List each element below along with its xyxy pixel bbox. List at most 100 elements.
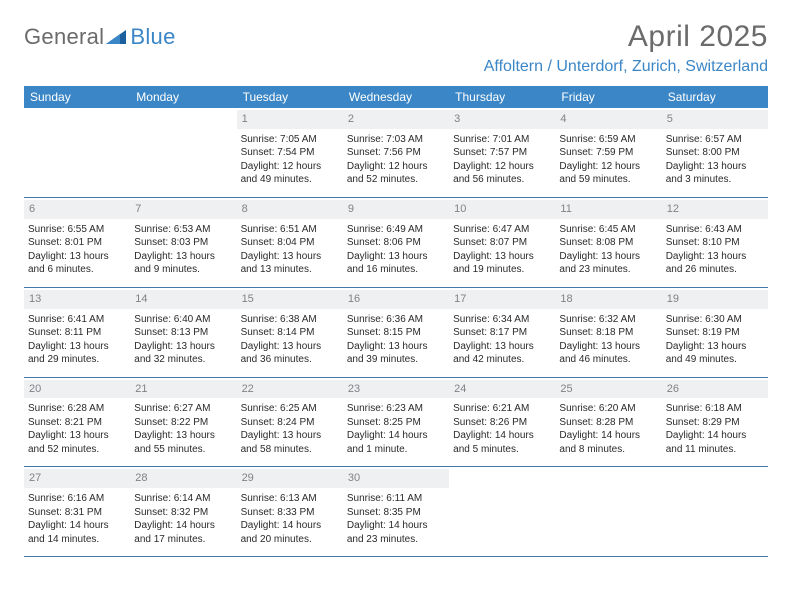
daylight-text: Daylight: 13 hours and 26 minutes.	[666, 250, 764, 277]
sunset-text: Sunset: 8:17 PM	[453, 326, 551, 340]
sunrise-text: Sunrise: 6:28 AM	[28, 402, 126, 416]
sunrise-text: Sunrise: 6:21 AM	[453, 402, 551, 416]
day-number: 22	[237, 380, 343, 399]
daylight-text: Daylight: 14 hours and 17 minutes.	[134, 519, 232, 546]
daylight-text: Daylight: 13 hours and 6 minutes.	[28, 250, 126, 277]
calendar-cell: 20Sunrise: 6:28 AMSunset: 8:21 PMDayligh…	[24, 378, 130, 467]
calendar-cell: 24Sunrise: 6:21 AMSunset: 8:26 PMDayligh…	[449, 378, 555, 467]
sunrise-text: Sunrise: 6:55 AM	[28, 223, 126, 237]
daylight-text: Daylight: 14 hours and 5 minutes.	[453, 429, 551, 456]
sunrise-text: Sunrise: 6:49 AM	[347, 223, 445, 237]
sunrise-text: Sunrise: 6:38 AM	[241, 313, 339, 327]
sunset-text: Sunset: 8:14 PM	[241, 326, 339, 340]
sunset-text: Sunset: 8:11 PM	[28, 326, 126, 340]
calendar-cell: 14Sunrise: 6:40 AMSunset: 8:13 PMDayligh…	[130, 288, 236, 377]
calendar-cell: 16Sunrise: 6:36 AMSunset: 8:15 PMDayligh…	[343, 288, 449, 377]
day-number: 18	[555, 290, 661, 309]
sunset-text: Sunset: 8:08 PM	[559, 236, 657, 250]
daylight-text: Daylight: 13 hours and 55 minutes.	[134, 429, 232, 456]
day-header: Saturday	[662, 86, 768, 108]
calendar-cell: 21Sunrise: 6:27 AMSunset: 8:22 PMDayligh…	[130, 378, 236, 467]
sunset-text: Sunset: 8:06 PM	[347, 236, 445, 250]
brand-logo: General Blue	[24, 24, 176, 50]
day-number: 15	[237, 290, 343, 309]
day-header: Sunday	[24, 86, 130, 108]
daylight-text: Daylight: 13 hours and 16 minutes.	[347, 250, 445, 277]
daylight-text: Daylight: 13 hours and 46 minutes.	[559, 340, 657, 367]
brand-part1: General	[24, 24, 104, 50]
sunset-text: Sunset: 8:32 PM	[134, 506, 232, 520]
sunrise-text: Sunrise: 6:14 AM	[134, 492, 232, 506]
daylight-text: Daylight: 13 hours and 32 minutes.	[134, 340, 232, 367]
calendar-cell: 15Sunrise: 6:38 AMSunset: 8:14 PMDayligh…	[237, 288, 343, 377]
sunset-text: Sunset: 8:28 PM	[559, 416, 657, 430]
calendar-cell: 9 Sunrise: 6:49 AMSunset: 8:06 PMDaylight…	[343, 198, 449, 287]
sunset-text: Sunset: 8:31 PM	[28, 506, 126, 520]
sunrise-text: Sunrise: 6:20 AM	[559, 402, 657, 416]
day-header: Monday	[130, 86, 236, 108]
calendar-cell: 3Sunrise: 7:01 AMSunset: 7:57 PMDaylight…	[449, 108, 555, 197]
day-number: 16	[343, 290, 449, 309]
daylight-text: Daylight: 13 hours and 42 minutes.	[453, 340, 551, 367]
brand-part2: Blue	[130, 24, 175, 50]
sunrise-text: Sunrise: 6:41 AM	[28, 313, 126, 327]
day-header-row: Sunday Monday Tuesday Wednesday Thursday…	[24, 86, 768, 108]
daylight-text: Daylight: 12 hours and 59 minutes.	[559, 160, 657, 187]
daylight-text: Daylight: 14 hours and 11 minutes.	[666, 429, 764, 456]
sunset-text: Sunset: 8:35 PM	[347, 506, 445, 520]
calendar-cell: .	[130, 108, 236, 197]
sunset-text: Sunset: 7:56 PM	[347, 146, 445, 160]
calendar-cell: 26Sunrise: 6:18 AMSunset: 8:29 PMDayligh…	[662, 378, 768, 467]
location-subtitle: Affoltern / Unterdorf, Zurich, Switzerla…	[484, 58, 768, 76]
sunrise-text: Sunrise: 6:34 AM	[453, 313, 551, 327]
sunset-text: Sunset: 8:13 PM	[134, 326, 232, 340]
day-number: 17	[449, 290, 555, 309]
day-number: 29	[237, 469, 343, 488]
calendar-cell: 23Sunrise: 6:23 AMSunset: 8:25 PMDayligh…	[343, 378, 449, 467]
day-number: 11	[555, 200, 661, 219]
daylight-text: Daylight: 13 hours and 19 minutes.	[453, 250, 551, 277]
calendar-cell: .	[555, 467, 661, 556]
day-number: 8	[237, 200, 343, 219]
day-number: 24	[449, 380, 555, 399]
calendar-cell: 27Sunrise: 6:16 AMSunset: 8:31 PMDayligh…	[24, 467, 130, 556]
day-number: 28	[130, 469, 236, 488]
calendar-week: 20Sunrise: 6:28 AMSunset: 8:21 PMDayligh…	[24, 378, 768, 468]
day-number: 7	[130, 200, 236, 219]
day-number: 23	[343, 380, 449, 399]
triangle-icon	[106, 28, 126, 49]
day-number: 26	[662, 380, 768, 399]
calendar-week: 27Sunrise: 6:16 AMSunset: 8:31 PMDayligh…	[24, 467, 768, 557]
daylight-text: Daylight: 13 hours and 49 minutes.	[666, 340, 764, 367]
calendar-cell: .	[24, 108, 130, 197]
calendar-cell: 6 Sunrise: 6:55 AMSunset: 8:01 PMDaylight…	[24, 198, 130, 287]
day-number: 27	[24, 469, 130, 488]
daylight-text: Daylight: 13 hours and 3 minutes.	[666, 160, 764, 187]
calendar-cell: 11Sunrise: 6:45 AMSunset: 8:08 PMDayligh…	[555, 198, 661, 287]
daylight-text: Daylight: 13 hours and 9 minutes.	[134, 250, 232, 277]
sunrise-text: Sunrise: 6:23 AM	[347, 402, 445, 416]
sunrise-text: Sunrise: 6:25 AM	[241, 402, 339, 416]
header: General Blue April 2025 Affoltern / Unte…	[24, 20, 768, 76]
calendar-cell: 8Sunrise: 6:51 AMSunset: 8:04 PMDaylight…	[237, 198, 343, 287]
sunrise-text: Sunrise: 7:05 AM	[241, 133, 339, 147]
day-number: 10	[449, 200, 555, 219]
sunrise-text: Sunrise: 6:51 AM	[241, 223, 339, 237]
day-number: 6	[24, 200, 130, 219]
calendar-cell: 30Sunrise: 6:11 AMSunset: 8:35 PMDayligh…	[343, 467, 449, 556]
daylight-text: Daylight: 14 hours and 23 minutes.	[347, 519, 445, 546]
day-number: 21	[130, 380, 236, 399]
calendar-cell: 17 Sunrise: 6:34 AMSunset: 8:17 PMDayligh…	[449, 288, 555, 377]
title-block: April 2025 Affoltern / Unterdorf, Zurich…	[484, 20, 768, 76]
calendar-cell: 25Sunrise: 6:20 AMSunset: 8:28 PMDayligh…	[555, 378, 661, 467]
sunset-text: Sunset: 8:10 PM	[666, 236, 764, 250]
day-number: 4	[555, 110, 661, 129]
sunrise-text: Sunrise: 6:45 AM	[559, 223, 657, 237]
sunrise-text: Sunrise: 6:30 AM	[666, 313, 764, 327]
sunset-text: Sunset: 8:33 PM	[241, 506, 339, 520]
day-number: 9	[343, 200, 449, 219]
day-header: Friday	[555, 86, 661, 108]
sunset-text: Sunset: 8:01 PM	[28, 236, 126, 250]
day-number: 5	[662, 110, 768, 129]
sunset-text: Sunset: 8:15 PM	[347, 326, 445, 340]
